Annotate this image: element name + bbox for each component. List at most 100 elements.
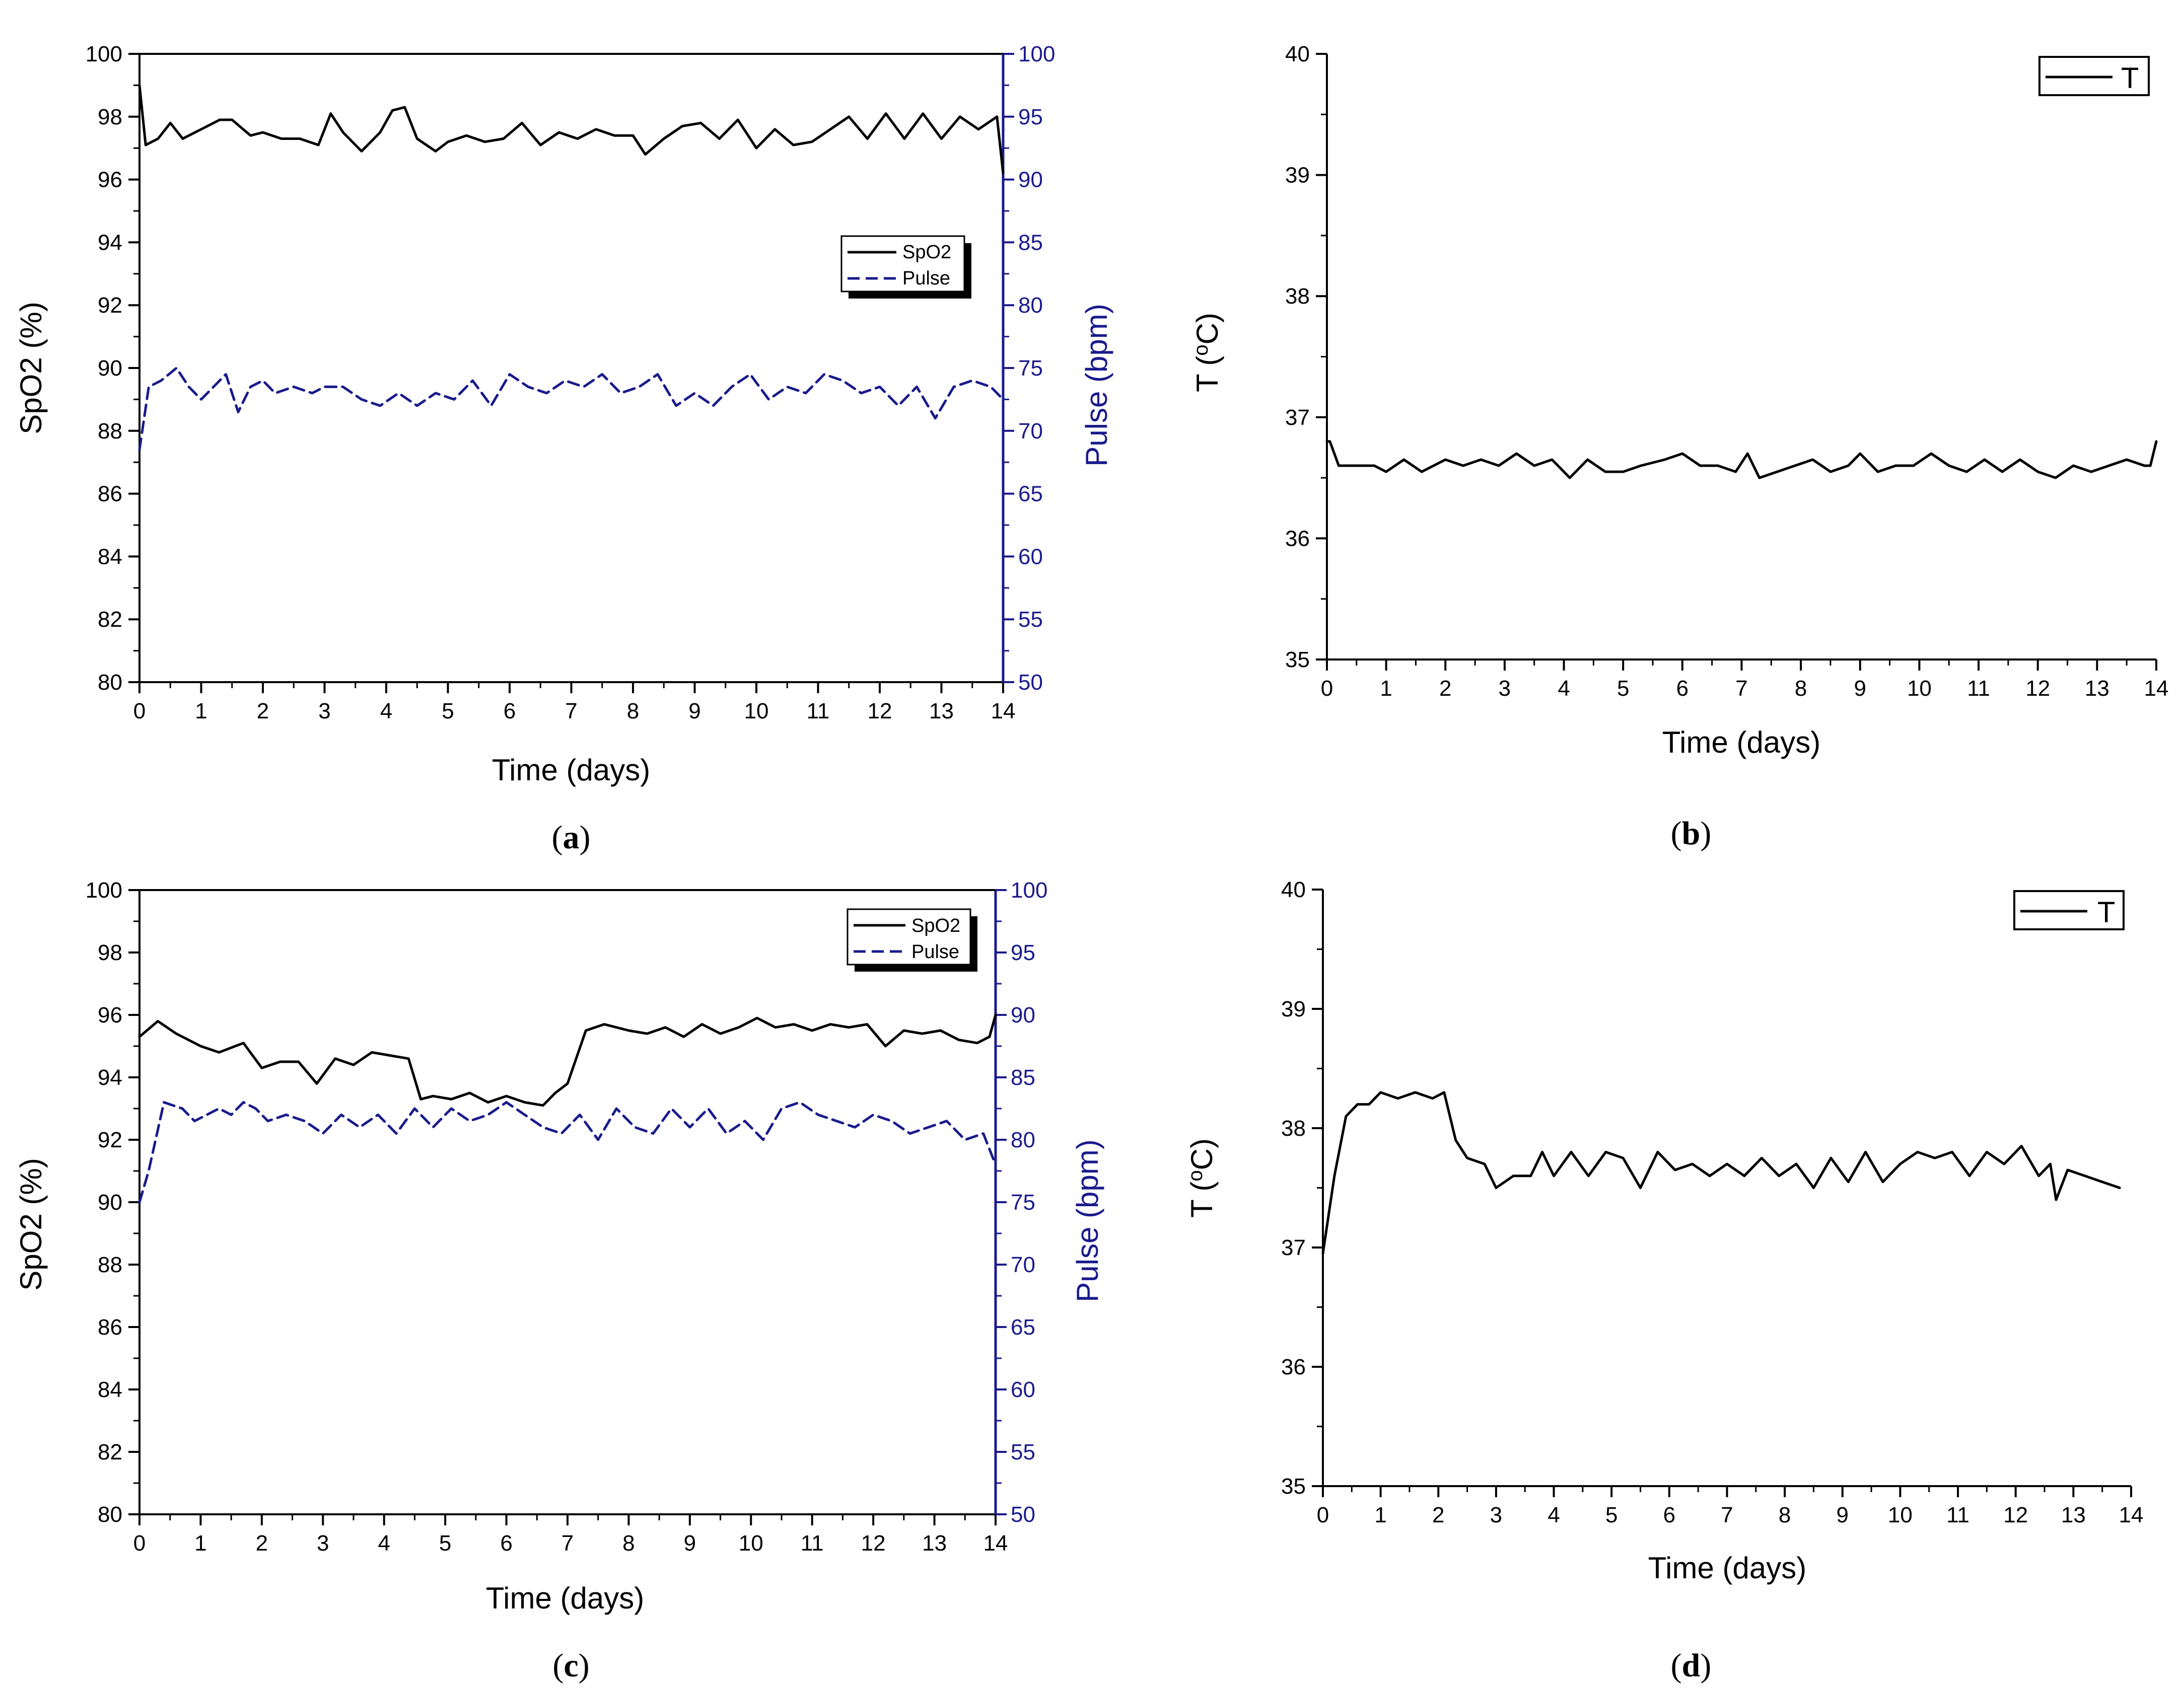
y-tick-label-c-90: 90 [98,1190,122,1215]
x-tick-label-b-10: 10 [1907,676,1932,701]
legend-b: T [2038,56,2150,96]
x-tick-label-d-7: 7 [1721,1503,1733,1527]
x-tick-label-b-8: 8 [1795,676,1807,701]
legend-label-pulse-a: Pulse [902,268,950,289]
y-tick-label-c-92: 92 [98,1128,122,1152]
legend-label-t-d: T [2097,896,2115,929]
x-tick-label-a-14: 14 [991,699,1016,723]
x-tick-label-b-14: 14 [2144,676,2169,701]
x-axis-title-a: Time (days) [492,753,650,787]
x-tick-label-b-0: 0 [1321,676,1333,701]
y-axis-title-a: SpO2 (%) [14,302,48,434]
x-tick-label-b-2: 2 [1439,676,1451,701]
y2-tick-label-c-70: 70 [1011,1253,1035,1277]
y-tick-label-d-37: 37 [1281,1235,1306,1260]
panel-a: 0 1 2 3 4 5 6 7 8 9 10 11 12 13 1480828486889092949698… [14,42,1113,856]
y2-tick-label-a-80: 80 [1018,293,1043,318]
x-tick-label-c-5: 5 [439,1531,451,1556]
x-tick-label-d-1: 1 [1374,1503,1386,1527]
x-tick-label-c-9: 9 [684,1531,696,1556]
y2-tick-label-c-100: 100 [1011,878,1047,903]
y2-axis-title-a: Pulse (bpm) [1080,304,1113,466]
y-tick-label-b-39: 39 [1285,163,1310,188]
y-tick-label-c-94: 94 [98,1065,122,1090]
y-tick-label-c-98: 98 [98,940,122,965]
y-tick-label-b-35: 35 [1285,647,1310,672]
y2-tick-label-c-95: 95 [1011,940,1035,965]
caption-d: (d) [1671,1647,1712,1684]
x-tick-label-a-6: 6 [504,699,516,723]
y2-tick-label-c-85: 85 [1011,1065,1035,1090]
y-axis-title-b: T (oC) [1190,313,1224,392]
series-pulse-c [138,1101,997,1204]
y-tick-label-b-40: 40 [1285,42,1310,66]
x-tick-label-d-3: 3 [1490,1503,1502,1527]
y2-tick-label-a-100: 100 [1018,42,1055,66]
x-tick-label-a-0: 0 [133,699,146,723]
y2-tick-label-c-90: 90 [1011,1003,1035,1027]
y-tick-label-c-96: 96 [98,1003,122,1027]
y2-tick-label-a-50: 50 [1018,670,1043,695]
y2-tick-label-a-75: 75 [1018,356,1043,381]
x-tick-label-a-4: 4 [380,699,392,723]
y-tick-label-d-40: 40 [1281,877,1306,902]
y-tick-label-a-88: 88 [98,419,122,444]
x-tick-label-d-14: 14 [2119,1503,2144,1527]
legend-label-t-b: T [2121,62,2139,95]
legend-c: SpO2 Pulse [847,908,977,972]
y-tick-label-a-82: 82 [98,607,122,632]
x-tick-label-d-12: 12 [2003,1503,2028,1527]
x-tick-label-b-5: 5 [1617,676,1629,701]
y2-tick-label-a-70: 70 [1018,419,1043,444]
x-tick-label-d-11: 11 [1946,1503,1969,1527]
x-tick-label-c-1: 1 [194,1531,206,1556]
caption-a: (a) [552,819,591,856]
x-tick-label-a-12: 12 [868,699,892,723]
x-tick-label-b-1: 1 [1380,676,1392,701]
y-tick-label-c-84: 84 [98,1377,122,1402]
x-tick-label-a-11: 11 [807,699,830,723]
y-tick-label-a-90: 90 [98,356,122,381]
x-axis-title-b: Time (days) [1662,725,1820,759]
x-tick-label-d-8: 8 [1779,1503,1791,1527]
y2-tick-label-a-60: 60 [1018,544,1043,569]
panel-c: 0 1 2 3 4 5 6 7 8 9 10 11 12 13 1480828486889092949698… [14,878,1104,1684]
y-tick-label-d-38: 38 [1281,1116,1306,1141]
y2-tick-label-a-65: 65 [1018,482,1043,506]
x-tick-label-d-2: 2 [1432,1503,1444,1527]
y2-tick-label-a-95: 95 [1018,105,1043,129]
x-tick-label-d-0: 0 [1317,1503,1329,1527]
x-tick-label-d-4: 4 [1547,1503,1560,1527]
series-spo2-a [138,84,1005,175]
series-pulse-a [138,366,1005,451]
x-tick-label-b-13: 13 [2085,676,2109,701]
y-tick-label-a-80: 80 [98,670,122,695]
x-tick-label-d-9: 9 [1837,1503,1849,1527]
y-tick-label-c-86: 86 [98,1315,122,1340]
x-tick-label-b-7: 7 [1735,676,1747,701]
x-tick-label-c-13: 13 [922,1531,947,1556]
x-tick-label-c-2: 2 [256,1531,268,1556]
x-tick-label-a-2: 2 [257,699,269,723]
y2-tick-label-c-55: 55 [1011,1440,1035,1464]
x-tick-label-c-12: 12 [861,1531,886,1556]
x-tick-label-a-8: 8 [627,699,639,723]
legend-label-spo2-c: SpO2 [911,915,960,936]
series-spo2-c [138,1013,997,1107]
y-tick-label-c-82: 82 [98,1440,122,1464]
y-axis-title-d: T (oC) [1184,1138,1219,1218]
legend-d: T [2013,890,2125,930]
y-tick-label-c-80: 80 [98,1502,122,1527]
x-tick-label-a-10: 10 [744,699,769,723]
x-tick-label-a-9: 9 [688,699,700,723]
x-tick-label-b-4: 4 [1558,676,1570,701]
x-tick-label-c-3: 3 [317,1531,329,1556]
legend-label-spo2-a: SpO2 [902,242,951,263]
x-tick-label-d-5: 5 [1605,1503,1617,1527]
y2-tick-label-c-50: 50 [1011,1502,1035,1527]
x-tick-label-a-1: 1 [195,699,207,723]
y-tick-label-a-98: 98 [98,105,122,129]
